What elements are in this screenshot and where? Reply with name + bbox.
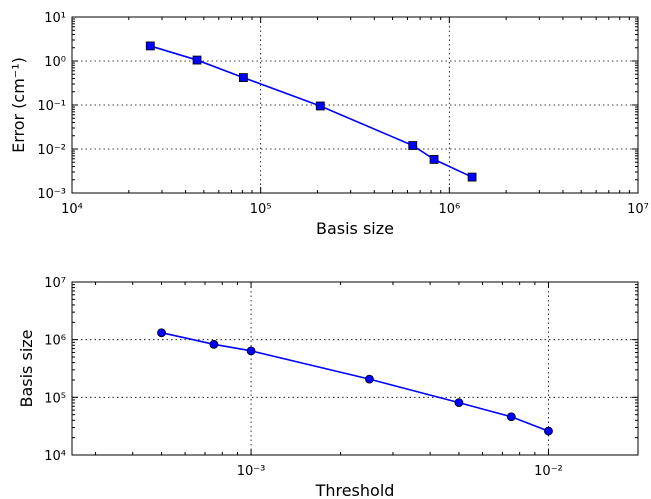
data-point: [315, 101, 325, 111]
error-vs-basis-size-chart: 10⁴ 10⁵ 10⁶ 10⁷ 10⁻³ 10⁻² 10⁻¹ 10⁰ 10¹ Basis size…: [9, 11, 649, 238]
basis-size-vs-threshold-chart: 10⁻³ 10⁻² 10⁴ 10⁵ 10⁶ 10⁷ Threshold Basis size: [17, 276, 639, 499]
x-axis-label: Threshold: [315, 481, 395, 499]
data-point: [454, 398, 464, 408]
y-tick-label: 10⁴: [44, 449, 66, 464]
tick-labels: 10⁴ 10⁵ 10⁶ 10⁷ 10⁻³ 10⁻² 10⁻¹ 10⁰ 10¹: [37, 11, 649, 217]
x-tick-label: 10⁶: [438, 202, 460, 217]
data-point: [506, 412, 516, 422]
series-line: [161, 331, 549, 432]
y-tick-label: 10⁷: [44, 276, 66, 291]
x-tick-label: 10⁴: [61, 202, 83, 217]
y-tick-label: 10⁶: [44, 334, 66, 349]
y-axis-label: Basis size: [17, 329, 36, 407]
y-axis-label: Error (cm⁻¹): [9, 57, 28, 153]
data-point: [365, 374, 374, 384]
data-point: [408, 141, 418, 150]
series-line: [150, 45, 473, 178]
y-tick-label: 10¹: [44, 11, 66, 26]
x-axis-label: Basis size: [316, 219, 394, 238]
grid-lines: [72, 17, 638, 193]
data-point: [157, 328, 166, 338]
x-tick-label: 10⁵: [250, 202, 272, 217]
data-point: [467, 172, 477, 182]
y-tick-label: 10⁰: [44, 55, 66, 70]
x-tick-label: 10⁷: [627, 202, 649, 217]
axis-ticks: [72, 281, 638, 456]
y-tick-label: 10⁻¹: [37, 99, 66, 114]
y-tick-label: 10⁵: [44, 391, 66, 406]
data-point: [544, 426, 553, 436]
y-tick-label: 10⁻²: [37, 143, 66, 158]
x-tick-label: 10⁻³: [237, 464, 266, 479]
data-point: [145, 41, 155, 51]
axis-ticks: [71, 16, 639, 194]
data-point: [209, 339, 219, 349]
plot-frame: [71, 281, 639, 456]
data-point: [192, 55, 202, 65]
tick-labels: 10⁻³ 10⁻² 10⁴ 10⁵ 10⁶ 10⁷: [44, 276, 563, 479]
data-point: [246, 346, 256, 356]
data-point: [429, 155, 439, 164]
x-tick-label: 10⁻²: [534, 464, 563, 479]
data-point: [239, 73, 248, 82]
grid-lines: [72, 282, 638, 455]
plot-frame: [71, 16, 639, 194]
y-tick-label: 10⁻³: [37, 187, 66, 202]
